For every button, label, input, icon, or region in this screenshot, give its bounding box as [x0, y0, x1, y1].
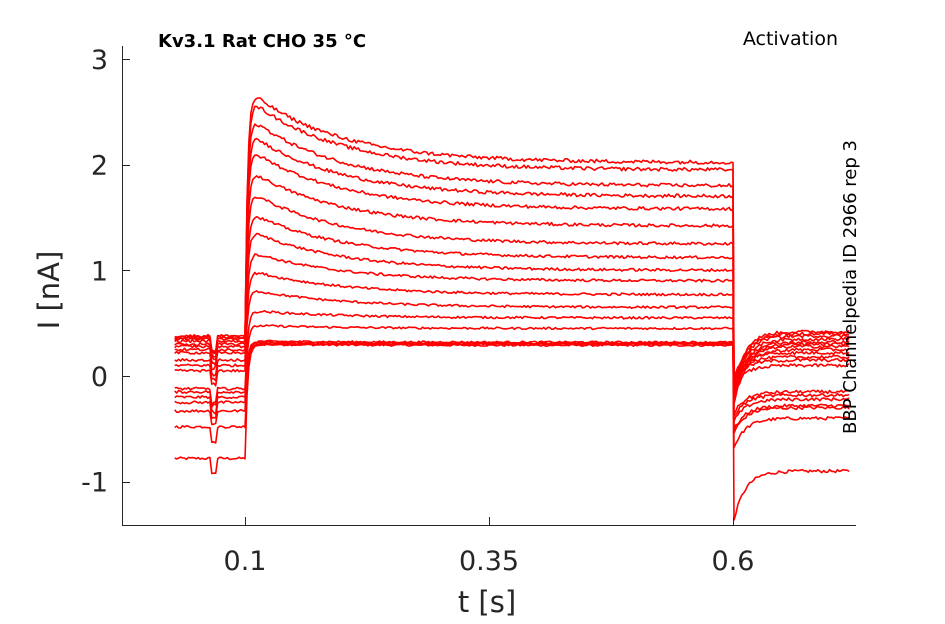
protocol-label: Activation: [743, 28, 838, 50]
y-tick-label: 0: [91, 362, 108, 393]
chart-title: Kv3.1 Rat CHO 35 °C: [158, 31, 366, 52]
current-trace-15: [174, 154, 850, 395]
current-trace-3: [174, 341, 850, 435]
current-trace-19: [174, 97, 850, 385]
current-trace-5: [174, 339, 850, 422]
y-tick-label: 1: [91, 256, 108, 287]
current-trace-12: [174, 215, 850, 405]
x-tick-label: 0.35: [459, 546, 519, 577]
current-trace-6: [174, 324, 850, 417]
source-label: BBP Channelpedia ID 2966 rep 3: [840, 140, 861, 434]
y-tick-label: 2: [91, 151, 108, 182]
current-trace-7: [174, 309, 850, 415]
current-trace-8: [174, 290, 850, 390]
y-tick-label: -1: [81, 468, 108, 499]
current-trace-11: [174, 232, 850, 375]
x-axis-label: t [s]: [458, 585, 516, 619]
x-ticks: 0.1 0.35 0.6: [224, 517, 755, 577]
x-tick-label: 0.6: [712, 546, 755, 577]
y-ticks: -1 0 1 2 3: [81, 45, 130, 499]
current-traces: [174, 97, 850, 521]
current-trace-16: [174, 137, 850, 395]
y-tick-label: 3: [91, 45, 108, 76]
x-tick-label: 0.1: [224, 546, 267, 577]
current-trace-13: [174, 196, 850, 401]
y-axis-label: I [nA]: [32, 251, 66, 330]
